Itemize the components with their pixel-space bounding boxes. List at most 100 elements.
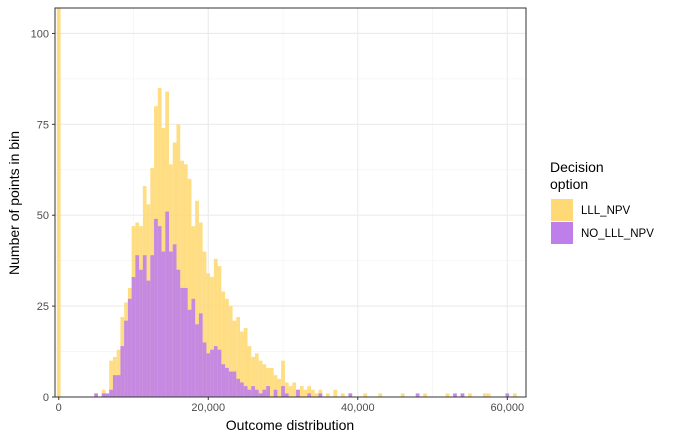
no-lll-npv-bar [187, 309, 192, 397]
lll-npv-bar [232, 320, 237, 397]
no-lll-npv-bar [105, 393, 110, 397]
legend-title-line-1: Decision [550, 159, 604, 175]
no-lll-npv-bar [135, 255, 140, 397]
no-lll-npv-bar [266, 386, 270, 397]
lll-npv-bar [483, 393, 487, 397]
no-lll-npv-bar [221, 364, 226, 397]
lll-npv-bar [247, 346, 252, 397]
lll-npv-bar [307, 386, 312, 397]
lll-npv-bar [326, 393, 330, 397]
no-lll-npv-bar [262, 389, 267, 397]
lll-npv-bar [254, 353, 259, 397]
plot-border [54, 7, 527, 398]
no-lll-npv-bar [131, 277, 136, 397]
no-lll-npv-bar [228, 371, 233, 397]
no-lll-npv-bar [251, 386, 255, 397]
lll-npv-bar [56, 8, 61, 397]
no-lll-npv-bar [296, 389, 300, 397]
no-lll-npv-bar [165, 211, 170, 397]
lll-npv-bar [468, 393, 472, 397]
no-lll-npv-bar [318, 393, 323, 397]
no-lll-npv-bar [284, 393, 289, 397]
lll-npv-bar [314, 393, 319, 397]
legend-key-lll-npv [551, 199, 573, 221]
no-lll-npv-bar [247, 389, 252, 397]
lll-npv-bar [213, 258, 218, 397]
lll-npv-bar [277, 378, 282, 397]
no-lll-npv-bar [307, 393, 312, 397]
no-lll-npv-bar [213, 346, 218, 397]
no-lll-npv-bar [180, 287, 184, 397]
lll-npv-bar [512, 393, 517, 397]
y-tick-label: 25 [37, 301, 49, 313]
no-lll-npv-bar [183, 287, 188, 397]
lll-npv-bar [266, 367, 270, 397]
lll-npv-bar [225, 298, 229, 397]
y-axis: 0 25 50 75 100 [31, 28, 55, 404]
lll-npv-bar [378, 393, 383, 397]
lll-npv-bar [258, 360, 263, 397]
no-lll-npv-bar [505, 393, 510, 397]
no-lll-npv-bar [225, 367, 229, 397]
no-lll-npv-bar [112, 375, 117, 397]
lll-npv-bar [333, 389, 338, 397]
no-lll-npv-bar [139, 269, 143, 397]
x-axis: 0 20,000 40,000 60,000 [56, 397, 524, 414]
lll-npv-bar [303, 389, 308, 397]
no-lll-npv-bar [202, 342, 207, 397]
no-lll-npv-bar [191, 298, 196, 397]
lll-npv-bar [217, 266, 222, 397]
y-tick-label: 75 [37, 119, 49, 131]
legend-key-no-lll-npv [551, 222, 573, 244]
lll-npv-bar [299, 386, 304, 397]
no-lll-npv-bar [453, 393, 457, 397]
lll-npv-bar [423, 393, 427, 397]
no-lll-npv-bar [217, 349, 222, 397]
y-axis-title: Number of points in bin [6, 131, 22, 275]
no-lll-npv-bar [240, 382, 244, 397]
lll-npv-bar [183, 164, 188, 397]
lll-npv-bar [281, 360, 285, 397]
lll-npv-bar [206, 273, 211, 397]
lll-npv-bar [240, 331, 244, 397]
no-lll-npv-bar [176, 269, 181, 397]
lll-npv-bar [116, 349, 121, 397]
no-lll-npv-bar [415, 393, 420, 397]
no-lll-npv-bar [281, 386, 285, 397]
lll-npv-bar [251, 357, 255, 397]
lll-npv-bar [363, 393, 368, 397]
no-lll-npv-bar [124, 320, 128, 397]
no-lll-npv-bar [172, 244, 177, 397]
no-lll-npv-bar [127, 298, 132, 397]
lll-npv-bar [187, 178, 192, 397]
x-tick-label: 40,000 [341, 402, 375, 414]
no-lll-npv-bar [109, 389, 113, 397]
lll-npv-bar [109, 360, 113, 397]
no-lll-npv-bar [195, 324, 199, 397]
no-lll-npv-bar [254, 389, 259, 397]
no-lll-npv-bar [142, 255, 147, 397]
no-lll-npv-bar [236, 378, 241, 397]
x-tick-label: 60,000 [490, 402, 524, 414]
no-lll-npv-bar [120, 346, 125, 397]
x-axis-title: Outcome distribution [226, 417, 354, 433]
y-tick-label: 50 [37, 210, 49, 222]
no-lll-npv-bar [243, 386, 248, 397]
lll-npv-bar [311, 389, 315, 397]
no-lll-npv-bar [198, 313, 203, 397]
no-lll-npv-bar [101, 393, 106, 397]
lll-npv-bar [202, 251, 207, 397]
lll-npv-bar [195, 200, 199, 397]
lll-npv-bar [486, 393, 491, 397]
no-lll-npv-bar [258, 393, 263, 397]
no-lll-npv-bar [169, 251, 173, 397]
no-lll-npv-bar [157, 226, 162, 397]
lll-npv-bar [292, 382, 297, 397]
no-lll-npv-bar [161, 251, 166, 397]
lll-npv-bar [236, 317, 241, 397]
lll-npv-bar [210, 277, 214, 397]
lll-npv-bar [445, 393, 450, 397]
no-lll-npv-bar [116, 375, 121, 397]
no-lll-npv-bar [146, 280, 151, 397]
